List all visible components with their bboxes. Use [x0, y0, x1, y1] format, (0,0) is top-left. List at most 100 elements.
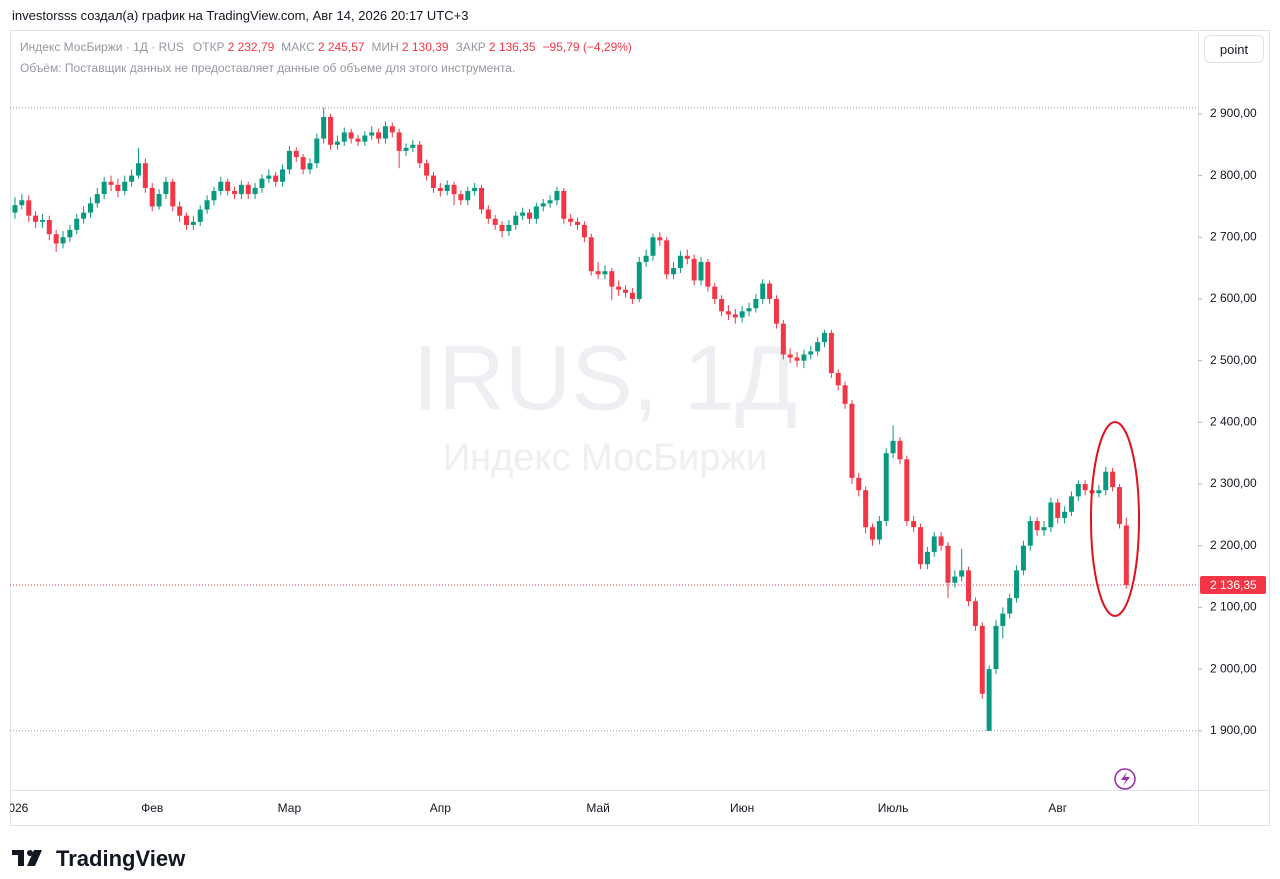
candle-body [1068, 496, 1074, 512]
candle-body [938, 536, 944, 546]
field-value: 2 130,39 [401, 40, 449, 54]
volume-note: Объём: Поставщик данных не предоставляет… [20, 61, 516, 75]
candle-body [808, 351, 814, 355]
y-tick-label: 2 000,00 [1210, 661, 1257, 675]
lightning-icon[interactable] [1114, 768, 1136, 790]
field-value: 2 232,79 [227, 40, 275, 54]
candle-body [355, 138, 361, 142]
candle-body [293, 150, 299, 158]
candle-body [897, 440, 903, 460]
candle-body [993, 625, 999, 670]
candle-body [506, 224, 512, 232]
candle-body [588, 237, 594, 272]
y-tick-label: 2 900,00 [1210, 106, 1257, 120]
candle-body [499, 224, 505, 232]
candle-body [760, 283, 766, 299]
candle-body [629, 292, 635, 299]
candle-body [101, 181, 107, 195]
candle-body [424, 163, 430, 176]
symbol: Индекс МосБиржи · 1Д · RUS [20, 40, 184, 54]
x-tick-label: Июль [878, 801, 909, 815]
field-label: МАКС [281, 40, 315, 54]
candle-body [396, 132, 402, 151]
candle-body [643, 255, 649, 262]
candle-body [623, 289, 629, 293]
candle-body [300, 157, 306, 170]
candle-body [362, 135, 368, 142]
brand: TradingView [56, 846, 186, 871]
candle-body [115, 184, 121, 192]
candle-body [1062, 511, 1068, 518]
candle-body [883, 453, 889, 522]
candle-body [225, 181, 231, 192]
candle-body [664, 240, 670, 275]
candle-body [870, 527, 875, 540]
candle-body [74, 218, 80, 230]
candle-body [650, 237, 656, 256]
candle-body [856, 477, 862, 491]
candle-body [204, 200, 210, 210]
point-button[interactable]: point [1204, 35, 1264, 63]
candle-body [945, 545, 951, 583]
candle-body [410, 144, 416, 148]
candle-body [218, 181, 224, 192]
candle-body [417, 144, 423, 164]
candle-body [684, 255, 690, 259]
candle-body [485, 209, 491, 219]
candle-body [341, 132, 347, 142]
candle-body [787, 354, 793, 358]
candle-body [232, 191, 238, 195]
candle-body [129, 175, 135, 182]
plot [10, 107, 1198, 732]
candle-body [520, 212, 526, 216]
field-label: МИН [371, 40, 399, 54]
candle-body [767, 283, 773, 299]
candle-body [26, 200, 32, 216]
candle-body [698, 261, 704, 281]
credit: investorsss создал(а) график на TradingV… [12, 8, 469, 23]
candle-body [821, 332, 827, 343]
y-tick-label: 2 500,00 [1210, 353, 1257, 367]
lightning-glyph [1121, 772, 1130, 786]
candle-body [575, 221, 581, 225]
candle-body [39, 220, 45, 222]
candle-body [197, 209, 203, 222]
candle-body [1116, 487, 1122, 525]
candle-body [430, 175, 436, 188]
candle-body [732, 314, 738, 318]
y-tick-label: 2 700,00 [1210, 229, 1257, 243]
candle-body [190, 221, 196, 225]
candle-body [986, 669, 992, 731]
candle-body [403, 147, 409, 151]
candle-body [184, 215, 189, 225]
field-value: 2 136,35 [488, 40, 536, 54]
candle-body [527, 212, 532, 219]
candle-body [815, 342, 821, 352]
candle-body [533, 206, 539, 219]
candle-body [1075, 484, 1081, 497]
x-tick-label: Июн [730, 801, 754, 815]
candle-body [780, 323, 786, 355]
candle-body [314, 138, 320, 164]
candle-body [739, 311, 745, 318]
candle-body [122, 181, 128, 192]
candle-body [540, 203, 546, 207]
candle-body [478, 187, 484, 210]
candle-body [211, 191, 217, 201]
candle-body [712, 286, 718, 299]
candle-body [1014, 570, 1020, 599]
y-tick-label: 2 100,00 [1210, 600, 1257, 614]
candle-body [801, 354, 807, 361]
candle-body [273, 175, 279, 182]
y-tick-label: 2 300,00 [1210, 476, 1257, 490]
y-tick-label: 2 400,00 [1210, 415, 1257, 429]
candle-body [1103, 471, 1109, 491]
candle-body [465, 191, 471, 201]
candle-body [972, 601, 978, 626]
watermark-sub: Индекс МосБиржи [443, 437, 767, 479]
candle-body [794, 357, 800, 361]
candle-body [1096, 490, 1102, 494]
candle-body [472, 187, 478, 192]
y-tick-label: 2 600,00 [1210, 291, 1257, 305]
candle-body [451, 184, 457, 195]
